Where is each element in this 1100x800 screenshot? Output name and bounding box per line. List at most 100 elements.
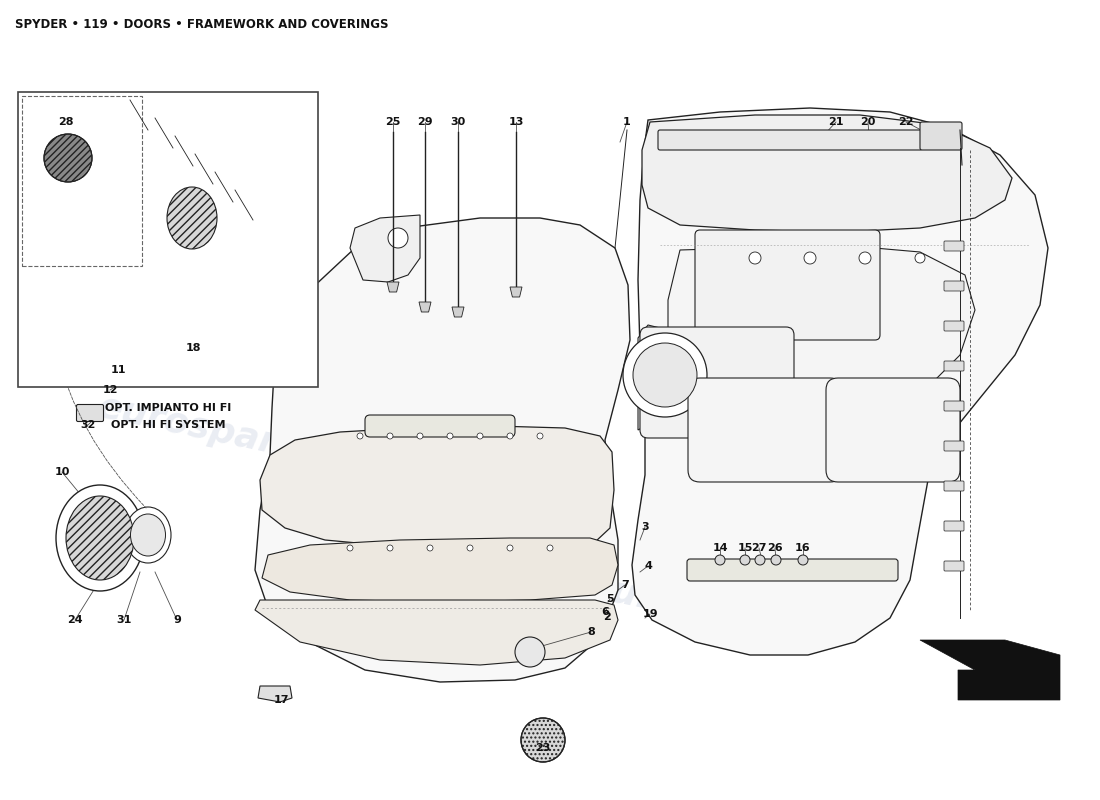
Text: 8: 8 (587, 627, 595, 637)
Polygon shape (632, 108, 1048, 655)
Ellipse shape (125, 507, 170, 563)
FancyBboxPatch shape (18, 92, 318, 387)
Text: 28: 28 (58, 117, 74, 127)
Text: 29: 29 (417, 117, 432, 127)
Ellipse shape (131, 514, 165, 556)
Text: 6: 6 (601, 607, 609, 617)
Circle shape (387, 545, 393, 551)
Circle shape (623, 333, 707, 417)
Circle shape (804, 252, 816, 264)
Circle shape (447, 433, 453, 439)
Text: 22: 22 (899, 117, 914, 127)
Polygon shape (258, 686, 292, 702)
Text: 13: 13 (508, 117, 524, 127)
FancyBboxPatch shape (944, 241, 964, 251)
Text: 31: 31 (117, 615, 132, 625)
FancyBboxPatch shape (640, 327, 794, 438)
Polygon shape (642, 115, 1012, 232)
Circle shape (477, 433, 483, 439)
Circle shape (244, 356, 252, 364)
Circle shape (749, 252, 761, 264)
Circle shape (632, 343, 697, 407)
FancyBboxPatch shape (944, 521, 964, 531)
Circle shape (507, 545, 513, 551)
Text: 16: 16 (795, 543, 811, 553)
Text: 19: 19 (642, 609, 658, 619)
Polygon shape (638, 325, 672, 430)
FancyBboxPatch shape (826, 378, 960, 482)
Circle shape (240, 352, 256, 368)
Text: 32: 32 (80, 420, 96, 430)
Polygon shape (260, 426, 614, 549)
FancyBboxPatch shape (944, 281, 964, 291)
Text: 4: 4 (645, 561, 652, 571)
Circle shape (521, 718, 565, 762)
Polygon shape (510, 287, 522, 297)
Text: 27: 27 (751, 543, 767, 553)
FancyBboxPatch shape (688, 378, 842, 482)
Ellipse shape (167, 187, 217, 249)
FancyBboxPatch shape (944, 401, 964, 411)
Polygon shape (255, 218, 630, 682)
Text: 14: 14 (712, 543, 728, 553)
FancyBboxPatch shape (944, 361, 964, 371)
Circle shape (358, 433, 363, 439)
Text: 7: 7 (621, 580, 629, 590)
Text: OPT. HI FI SYSTEM: OPT. HI FI SYSTEM (111, 420, 226, 430)
Text: 9: 9 (173, 615, 180, 625)
Ellipse shape (66, 496, 134, 580)
FancyBboxPatch shape (77, 405, 103, 422)
Polygon shape (419, 302, 431, 312)
FancyBboxPatch shape (22, 96, 142, 266)
Circle shape (515, 637, 544, 667)
Circle shape (715, 555, 725, 565)
FancyBboxPatch shape (920, 122, 962, 150)
Text: 30: 30 (450, 117, 465, 127)
Ellipse shape (56, 485, 144, 591)
Circle shape (507, 433, 513, 439)
FancyBboxPatch shape (695, 230, 880, 340)
Polygon shape (255, 600, 618, 665)
Circle shape (468, 545, 473, 551)
Circle shape (387, 433, 393, 439)
FancyBboxPatch shape (944, 481, 964, 491)
Circle shape (417, 433, 424, 439)
FancyBboxPatch shape (365, 415, 515, 437)
FancyBboxPatch shape (944, 441, 964, 451)
Circle shape (798, 555, 808, 565)
Circle shape (740, 555, 750, 565)
Circle shape (427, 545, 433, 551)
Circle shape (915, 253, 925, 263)
Circle shape (537, 433, 543, 439)
Text: 26: 26 (767, 543, 783, 553)
Circle shape (44, 134, 92, 182)
Text: 10: 10 (54, 467, 69, 477)
Polygon shape (668, 245, 975, 428)
Circle shape (755, 555, 764, 565)
Circle shape (771, 555, 781, 565)
Circle shape (547, 545, 553, 551)
Text: 25: 25 (385, 117, 400, 127)
Text: eurospares: eurospares (585, 570, 815, 650)
Text: 20: 20 (860, 117, 876, 127)
Text: 2: 2 (603, 612, 611, 622)
Text: 11: 11 (110, 365, 125, 375)
Text: 18: 18 (185, 343, 200, 353)
Circle shape (388, 228, 408, 248)
Circle shape (859, 252, 871, 264)
Polygon shape (262, 538, 618, 602)
Text: OPT. IMPIANTO HI FI: OPT. IMPIANTO HI FI (104, 403, 231, 413)
Polygon shape (920, 640, 1060, 700)
Text: 12: 12 (102, 385, 118, 395)
Polygon shape (387, 282, 399, 292)
FancyBboxPatch shape (658, 130, 922, 150)
Text: 1: 1 (623, 117, 631, 127)
Circle shape (346, 545, 353, 551)
Text: eurospares: eurospares (95, 390, 326, 470)
Text: 23: 23 (536, 743, 551, 753)
Text: 21: 21 (828, 117, 844, 127)
Text: 15: 15 (737, 543, 752, 553)
Text: 24: 24 (67, 615, 82, 625)
Text: 3: 3 (641, 522, 649, 532)
Text: 5: 5 (606, 594, 614, 604)
